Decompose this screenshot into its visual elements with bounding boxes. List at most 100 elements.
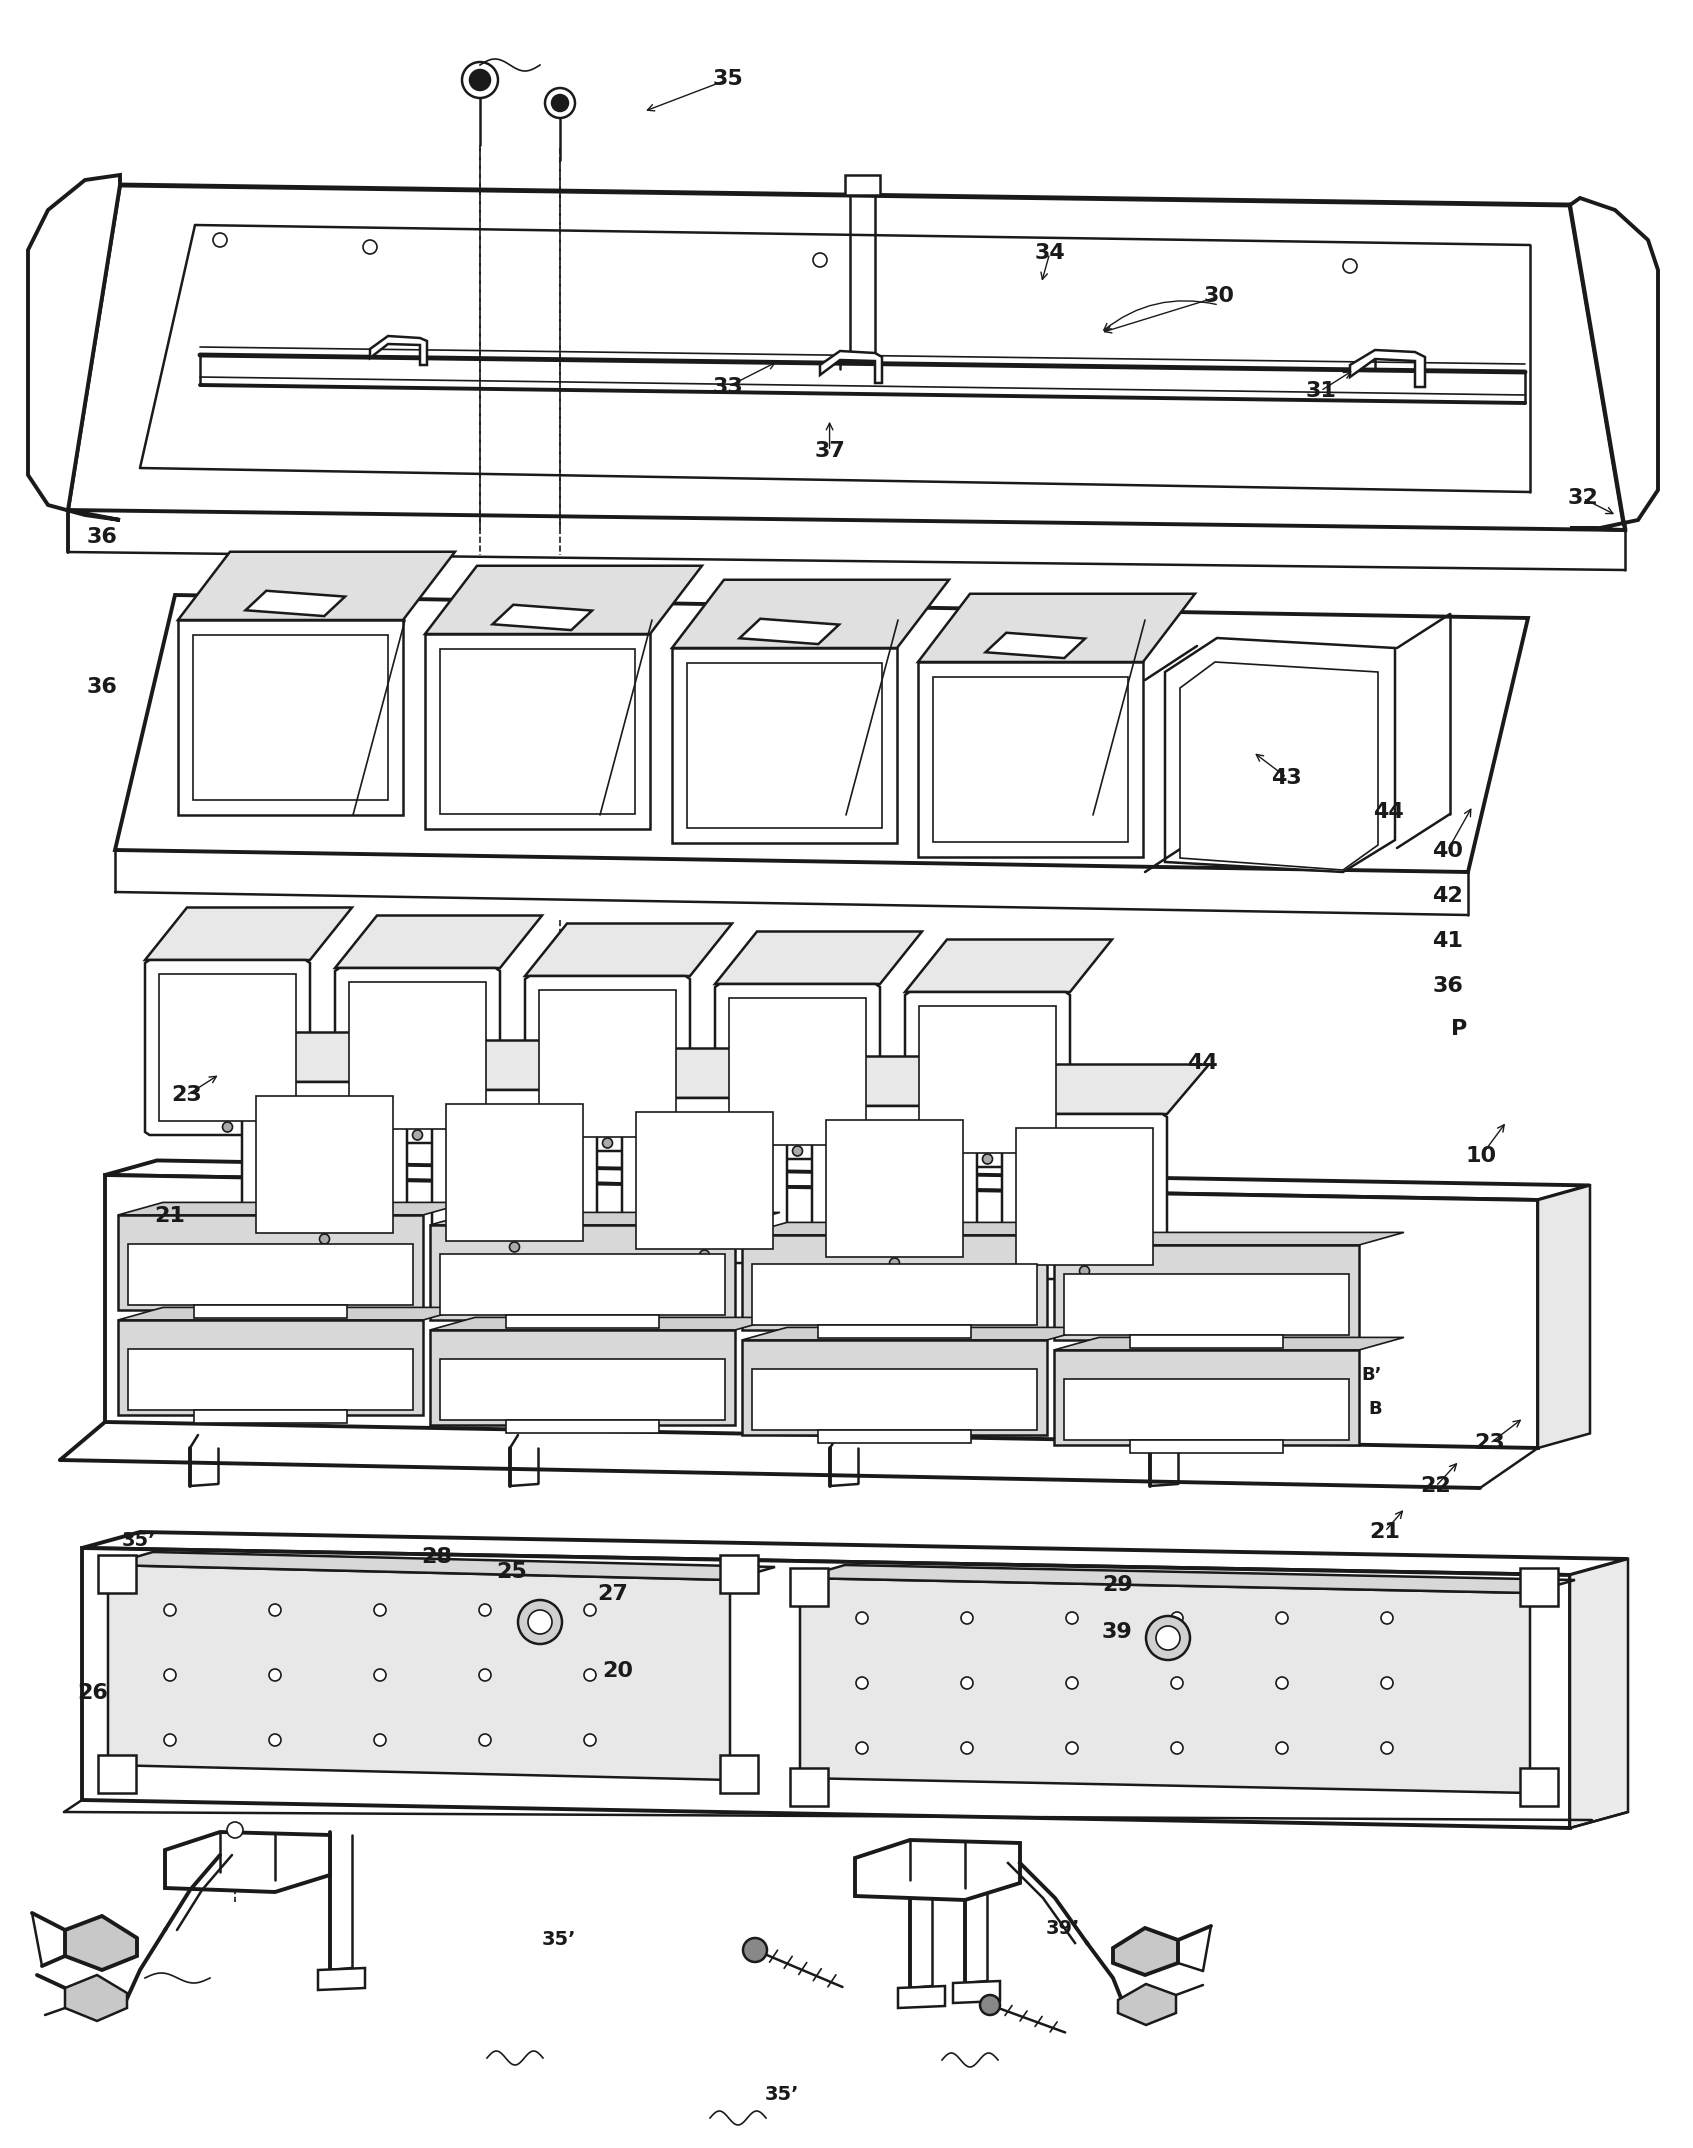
Circle shape (813, 253, 826, 266)
Polygon shape (146, 906, 352, 960)
Polygon shape (119, 1308, 467, 1321)
Polygon shape (1131, 1439, 1283, 1452)
Circle shape (164, 1733, 176, 1746)
Polygon shape (720, 1755, 758, 1794)
Circle shape (213, 232, 227, 247)
Circle shape (545, 88, 576, 118)
Circle shape (1156, 1626, 1180, 1650)
Polygon shape (1002, 1065, 1209, 1115)
Circle shape (699, 1250, 709, 1261)
Polygon shape (714, 984, 880, 1160)
Polygon shape (1131, 1336, 1283, 1349)
Circle shape (518, 1600, 562, 1643)
Circle shape (1277, 1742, 1288, 1755)
Polygon shape (98, 1755, 135, 1794)
Polygon shape (506, 1420, 659, 1433)
Text: B: B (1368, 1400, 1381, 1418)
Polygon shape (318, 1968, 366, 1989)
Text: 39’: 39’ (1046, 1920, 1080, 1937)
Circle shape (857, 1742, 869, 1755)
Polygon shape (1055, 1246, 1359, 1340)
Polygon shape (1112, 1929, 1178, 1974)
Text: 36: 36 (86, 526, 117, 548)
Circle shape (479, 1605, 491, 1615)
Polygon shape (129, 1244, 413, 1306)
Polygon shape (791, 1768, 828, 1806)
Circle shape (962, 1678, 973, 1688)
Polygon shape (335, 969, 499, 1143)
Polygon shape (242, 1033, 449, 1083)
Polygon shape (538, 990, 676, 1136)
Circle shape (269, 1605, 281, 1615)
Polygon shape (1055, 1349, 1359, 1446)
Text: 28: 28 (422, 1547, 452, 1568)
Polygon shape (752, 1368, 1038, 1431)
Polygon shape (818, 1431, 970, 1443)
Polygon shape (129, 1349, 413, 1409)
Polygon shape (245, 591, 345, 616)
Polygon shape (855, 1841, 1019, 1901)
Polygon shape (440, 649, 635, 814)
Circle shape (320, 1233, 330, 1244)
Circle shape (528, 1611, 552, 1635)
Polygon shape (105, 1175, 1537, 1448)
Text: 23: 23 (1475, 1433, 1505, 1454)
Polygon shape (730, 999, 867, 1145)
Circle shape (269, 1733, 281, 1746)
Polygon shape (1569, 1559, 1629, 1828)
Polygon shape (195, 1306, 347, 1319)
Circle shape (743, 1937, 767, 1961)
Polygon shape (506, 1315, 659, 1327)
Text: 43: 43 (1271, 767, 1302, 788)
Circle shape (584, 1669, 596, 1682)
Text: 42: 42 (1432, 885, 1463, 906)
Polygon shape (672, 580, 950, 649)
Polygon shape (105, 1160, 1590, 1201)
Polygon shape (64, 1974, 127, 2021)
Polygon shape (440, 1358, 725, 1420)
Polygon shape (813, 1057, 1019, 1106)
Polygon shape (1537, 1186, 1590, 1448)
Polygon shape (826, 1119, 963, 1257)
Polygon shape (801, 1566, 1574, 1594)
Circle shape (164, 1669, 176, 1682)
Text: 33: 33 (713, 376, 743, 397)
Polygon shape (195, 1409, 347, 1422)
Circle shape (1172, 1678, 1183, 1688)
Circle shape (164, 1605, 176, 1615)
Circle shape (479, 1669, 491, 1682)
Polygon shape (791, 1568, 828, 1607)
Text: B’: B’ (1361, 1366, 1381, 1383)
Polygon shape (81, 1549, 1569, 1828)
Circle shape (462, 62, 498, 99)
Polygon shape (742, 1327, 1092, 1340)
Circle shape (889, 1259, 899, 1267)
Polygon shape (621, 1098, 787, 1263)
Circle shape (362, 241, 378, 253)
Polygon shape (178, 621, 403, 814)
Circle shape (1343, 260, 1358, 273)
Polygon shape (918, 593, 1195, 662)
Circle shape (479, 1733, 491, 1746)
Polygon shape (98, 1555, 135, 1594)
Polygon shape (720, 1555, 758, 1594)
Polygon shape (525, 975, 691, 1151)
Polygon shape (430, 1317, 780, 1330)
Circle shape (1146, 1615, 1190, 1660)
Circle shape (1277, 1678, 1288, 1688)
Circle shape (1381, 1742, 1393, 1755)
Circle shape (510, 1242, 520, 1252)
Circle shape (1067, 1678, 1078, 1688)
Polygon shape (1055, 1338, 1403, 1349)
Circle shape (374, 1669, 386, 1682)
Polygon shape (525, 924, 731, 975)
Polygon shape (430, 1330, 735, 1424)
Polygon shape (81, 1532, 1629, 1574)
Circle shape (962, 1611, 973, 1624)
Polygon shape (933, 677, 1128, 842)
Polygon shape (818, 1325, 970, 1338)
Circle shape (1172, 1611, 1183, 1624)
Circle shape (982, 1153, 992, 1164)
Text: 22: 22 (1420, 1476, 1451, 1497)
Polygon shape (1180, 662, 1378, 870)
